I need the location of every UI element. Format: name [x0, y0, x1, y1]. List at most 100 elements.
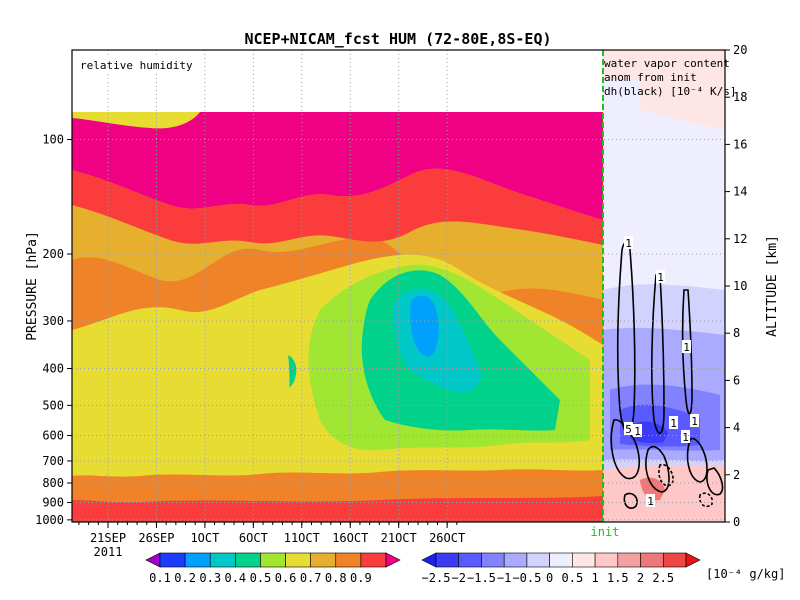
colorbar-anom-level-label: 1.5: [607, 571, 629, 585]
colorbar-anom-level-label: −2.5: [422, 571, 451, 585]
altitude-tick-label: 18: [733, 90, 747, 104]
colorbar-anom-level-label: −2: [452, 571, 466, 585]
year-label: 2011: [94, 545, 123, 559]
colorbar-anom-swatch: [526, 552, 550, 568]
rh-label-bg: [76, 56, 178, 72]
time-tick-label: 26SEP: [138, 531, 174, 545]
colorbar-rh-swatch: [235, 552, 261, 568]
rh-layer-yellow-left: [244, 295, 290, 435]
colorbar-anom-level-label: 0: [546, 571, 553, 585]
altitude-axis: 0 2 4 6 8 10 12 14 16 18 20: [725, 43, 747, 529]
colorbar-anom-swatch: [458, 552, 482, 568]
colorbar-rh-swatch: [360, 552, 387, 568]
time-axis: 21SEP 26SEP 1OCT 6OCT 11OCT 16OCT 21OCT 26OCT: [78, 522, 465, 545]
colorbar-anom-swatch: [662, 552, 687, 568]
colorbar-anom-level-label: −0.5: [512, 571, 541, 585]
colorbar-rh-level-label: 0.3: [199, 571, 221, 585]
colorbar-rh-level-label: 0.4: [224, 571, 246, 585]
chart-title: NCEP+NICAM_fcst HUM (72-80E,8S-EQ): [244, 30, 551, 48]
rh-layer-red-upper: [72, 168, 603, 245]
contour-label: 1: [647, 495, 654, 508]
altitude-tick-label: 16: [733, 137, 747, 151]
pressure-tick-label: 800: [42, 476, 64, 490]
altitude-tick-label: 2: [733, 468, 740, 482]
contour-label: 1: [670, 417, 677, 430]
colorbar-rh-level-label: 0.2: [174, 571, 196, 585]
init-label: init: [591, 525, 620, 539]
contour-label: 5: [625, 423, 632, 436]
anom-panel-label-3: dh(black) [10⁻⁴ K/s]: [604, 85, 736, 98]
colorbar-anom-swatch: [503, 552, 528, 568]
pressure-tick-label: 600: [42, 428, 64, 442]
colorbar-rh-swatch: [209, 552, 236, 568]
colorbar-anom-swatch: [640, 552, 664, 568]
pressure-axis-label: PRESSURE [hPa]: [25, 231, 40, 341]
colorbar-anom: −2.5 −2 −1.5 −1 −0.5 0 0.5 1 1.5 2 2.5: [421, 552, 701, 585]
rh-layer-boundary-orange: [72, 479, 603, 503]
colorbar-rh-swatch: [260, 552, 286, 568]
time-tick-label: 21SEP: [90, 531, 126, 545]
colorbar-anom-level-label: 2.5: [652, 571, 674, 585]
time-tick-label: 6OCT: [239, 531, 268, 545]
colorbar-anom-level-label: 1: [591, 571, 598, 585]
colorbar-anom-level-label: 0.5: [562, 571, 584, 585]
colorbar-anom-arrow-left: [421, 552, 437, 568]
grid: [72, 50, 725, 522]
anom-panel-label-1: water vapor content: [604, 57, 730, 70]
pressure-tick-label: 300: [42, 314, 64, 328]
colorbar-rh-swatch: [184, 552, 211, 568]
altitude-tick-label: 10: [733, 279, 747, 293]
colorbar-anom-swatch: [594, 552, 619, 568]
colorbar-rh-swatch: [285, 552, 311, 568]
anom-top-pink: [603, 50, 725, 80]
altitude-axis-label: ALTITUDE [km]: [765, 235, 780, 337]
colorbar-anom-unit: [10⁻⁴ g/kg]: [706, 567, 785, 581]
colorbar-rh-swatch: [310, 552, 337, 568]
rh-panel-label: relative humidity: [80, 59, 193, 72]
altitude-tick-label: 6: [733, 373, 740, 387]
anom-pink-strip: [640, 80, 725, 130]
altitude-tick-label: 20: [733, 43, 747, 57]
colorbar-anom-level-label: −1.5: [467, 571, 496, 585]
contour-label: 1: [634, 425, 641, 438]
contour-label: 1: [691, 415, 698, 428]
altitude-tick-label: 4: [733, 421, 740, 435]
colorbar-anom-level-label: 2: [637, 571, 644, 585]
altitude-tick-label: 0: [733, 515, 740, 529]
contour-label: 1: [625, 237, 632, 250]
colorbar-anom-swatch: [572, 552, 596, 568]
altitude-tick-label: 12: [733, 232, 747, 246]
altitude-tick-label: 14: [733, 185, 747, 199]
colorbar-rh: 0.1 0.2 0.3 0.4 0.5 0.6 0.7 0.8 0.9: [145, 552, 401, 585]
dh-contour-labels: 1 1 1 5 1 1 1 1 1: [624, 236, 699, 508]
anom-panel: 1 1 1 5 1 1 1 1 1: [603, 50, 725, 522]
altitude-tick-label: 8: [733, 326, 740, 340]
contour-label: 1: [657, 271, 664, 284]
pressure-tick-label: 100: [42, 132, 64, 146]
pressure-tick-label: 200: [42, 247, 64, 261]
time-tick-label: 11OCT: [284, 531, 320, 545]
colorbar-rh-level-label: 0.9: [350, 571, 372, 585]
pressure-tick-label: 1000: [35, 513, 64, 527]
pressure-tick-label: 900: [42, 495, 64, 509]
time-tick-label: 16OCT: [332, 531, 368, 545]
colorbar-rh-level-label: 0.5: [250, 571, 272, 585]
anom-panel-label-2: anom from init: [604, 71, 697, 84]
colorbar-rh-level-label: 0.8: [325, 571, 347, 585]
colorbar-rh-level-label: 0.7: [300, 571, 322, 585]
colorbar-anom-swatch: [617, 552, 641, 568]
colorbar-rh-swatch: [335, 552, 362, 568]
colorbar-rh-arrow-right: [385, 552, 401, 568]
time-tick-label: 21OCT: [381, 531, 417, 545]
colorbar-anom-swatch: [435, 552, 460, 568]
colorbar-rh-level-label: 0.1: [149, 571, 171, 585]
time-tick-label: 26OCT: [429, 531, 465, 545]
contour-label: 1: [683, 341, 690, 354]
pressure-tick-label: 700: [42, 454, 64, 468]
time-tick-label: 1OCT: [190, 531, 219, 545]
contour-label: 1: [682, 431, 689, 444]
colorbar-anom-arrow-right: [685, 552, 701, 568]
colorbar-anom-swatch: [549, 552, 573, 568]
pressure-tick-label: 400: [42, 361, 64, 375]
